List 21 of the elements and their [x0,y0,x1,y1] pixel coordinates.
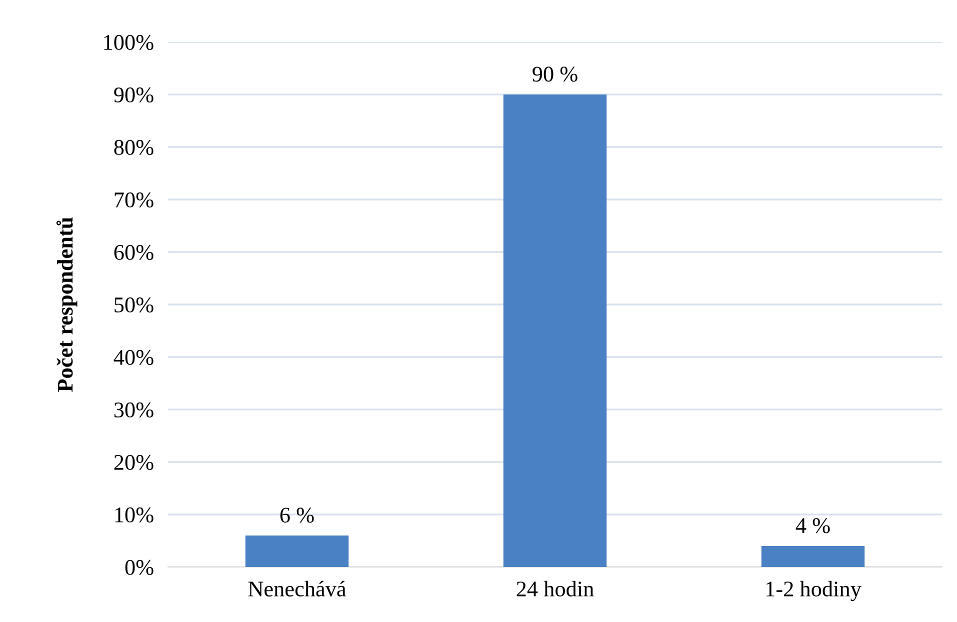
y-tick-label: 0% [125,560,154,575]
y-tick-label: 20% [114,454,154,470]
data-label: 90 % [532,66,578,82]
y-tick-label: 10% [115,507,154,522]
y-axis-title: Počet respondentů [56,217,78,392]
y-tick-label: 80% [114,140,154,155]
x-tick-label: 24 hodin [516,580,594,597]
bar [761,546,865,567]
data-label: 6 % [280,508,314,523]
x-tick-label: Nenechává [248,580,346,597]
y-tick-label: 70% [114,192,154,208]
y-tick-label: 90% [114,87,154,102]
y-tick-label: 50% [114,297,154,312]
y-tick-label: 40% [114,350,154,365]
data-label: 4 % [796,518,830,534]
x-tick-label: 1-2 hodiny [766,580,862,602]
bar [503,94,607,567]
y-tick-label: 60% [114,244,154,260]
y-tick-label: 30% [114,402,154,418]
bar [245,536,349,567]
y-tick-label: 100% [104,34,154,50]
